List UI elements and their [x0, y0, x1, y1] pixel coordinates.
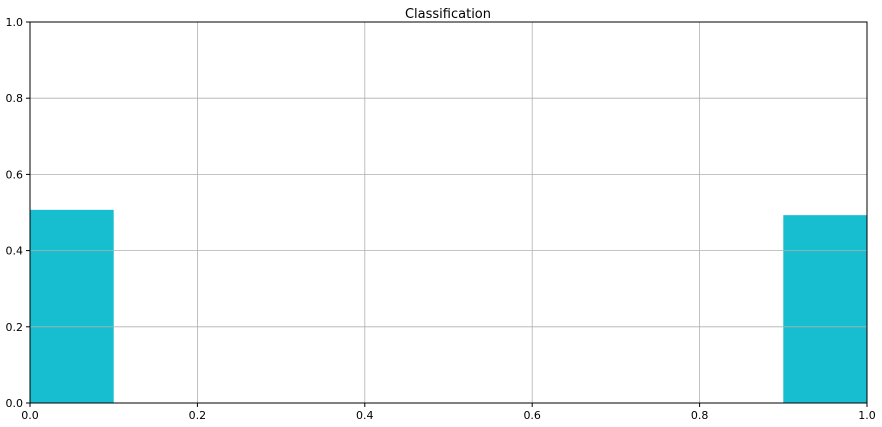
bar-0	[30, 209, 114, 403]
x-tick-label: 0.4	[356, 409, 374, 422]
plot-frame	[29, 21, 868, 404]
grid	[29, 21, 868, 404]
y-tick-label: 0.6	[6, 168, 24, 181]
bars	[30, 209, 867, 403]
x-tick-label: 0.2	[189, 409, 207, 422]
y-tick-label: 0.2	[6, 321, 24, 334]
x-tick-label: 1.0	[858, 409, 876, 422]
x-tick-label: 0.6	[523, 409, 541, 422]
x-tick-label: 0.8	[691, 409, 709, 422]
x-tick-label: 0.0	[21, 409, 39, 422]
y-tick-label: 0.0	[6, 397, 24, 410]
y-tick-label: 1.0	[6, 16, 24, 29]
bar-1	[783, 215, 867, 403]
chart-title: Classification	[405, 7, 491, 22]
y-tick-label: 0.8	[6, 92, 24, 105]
x-axis: 0.0 0.2 0.4 0.6 0.8 1.0	[21, 403, 876, 422]
y-axis: 0.0 0.2 0.4 0.6 0.8 1.0	[6, 16, 30, 410]
y-tick-label: 0.4	[6, 245, 24, 258]
